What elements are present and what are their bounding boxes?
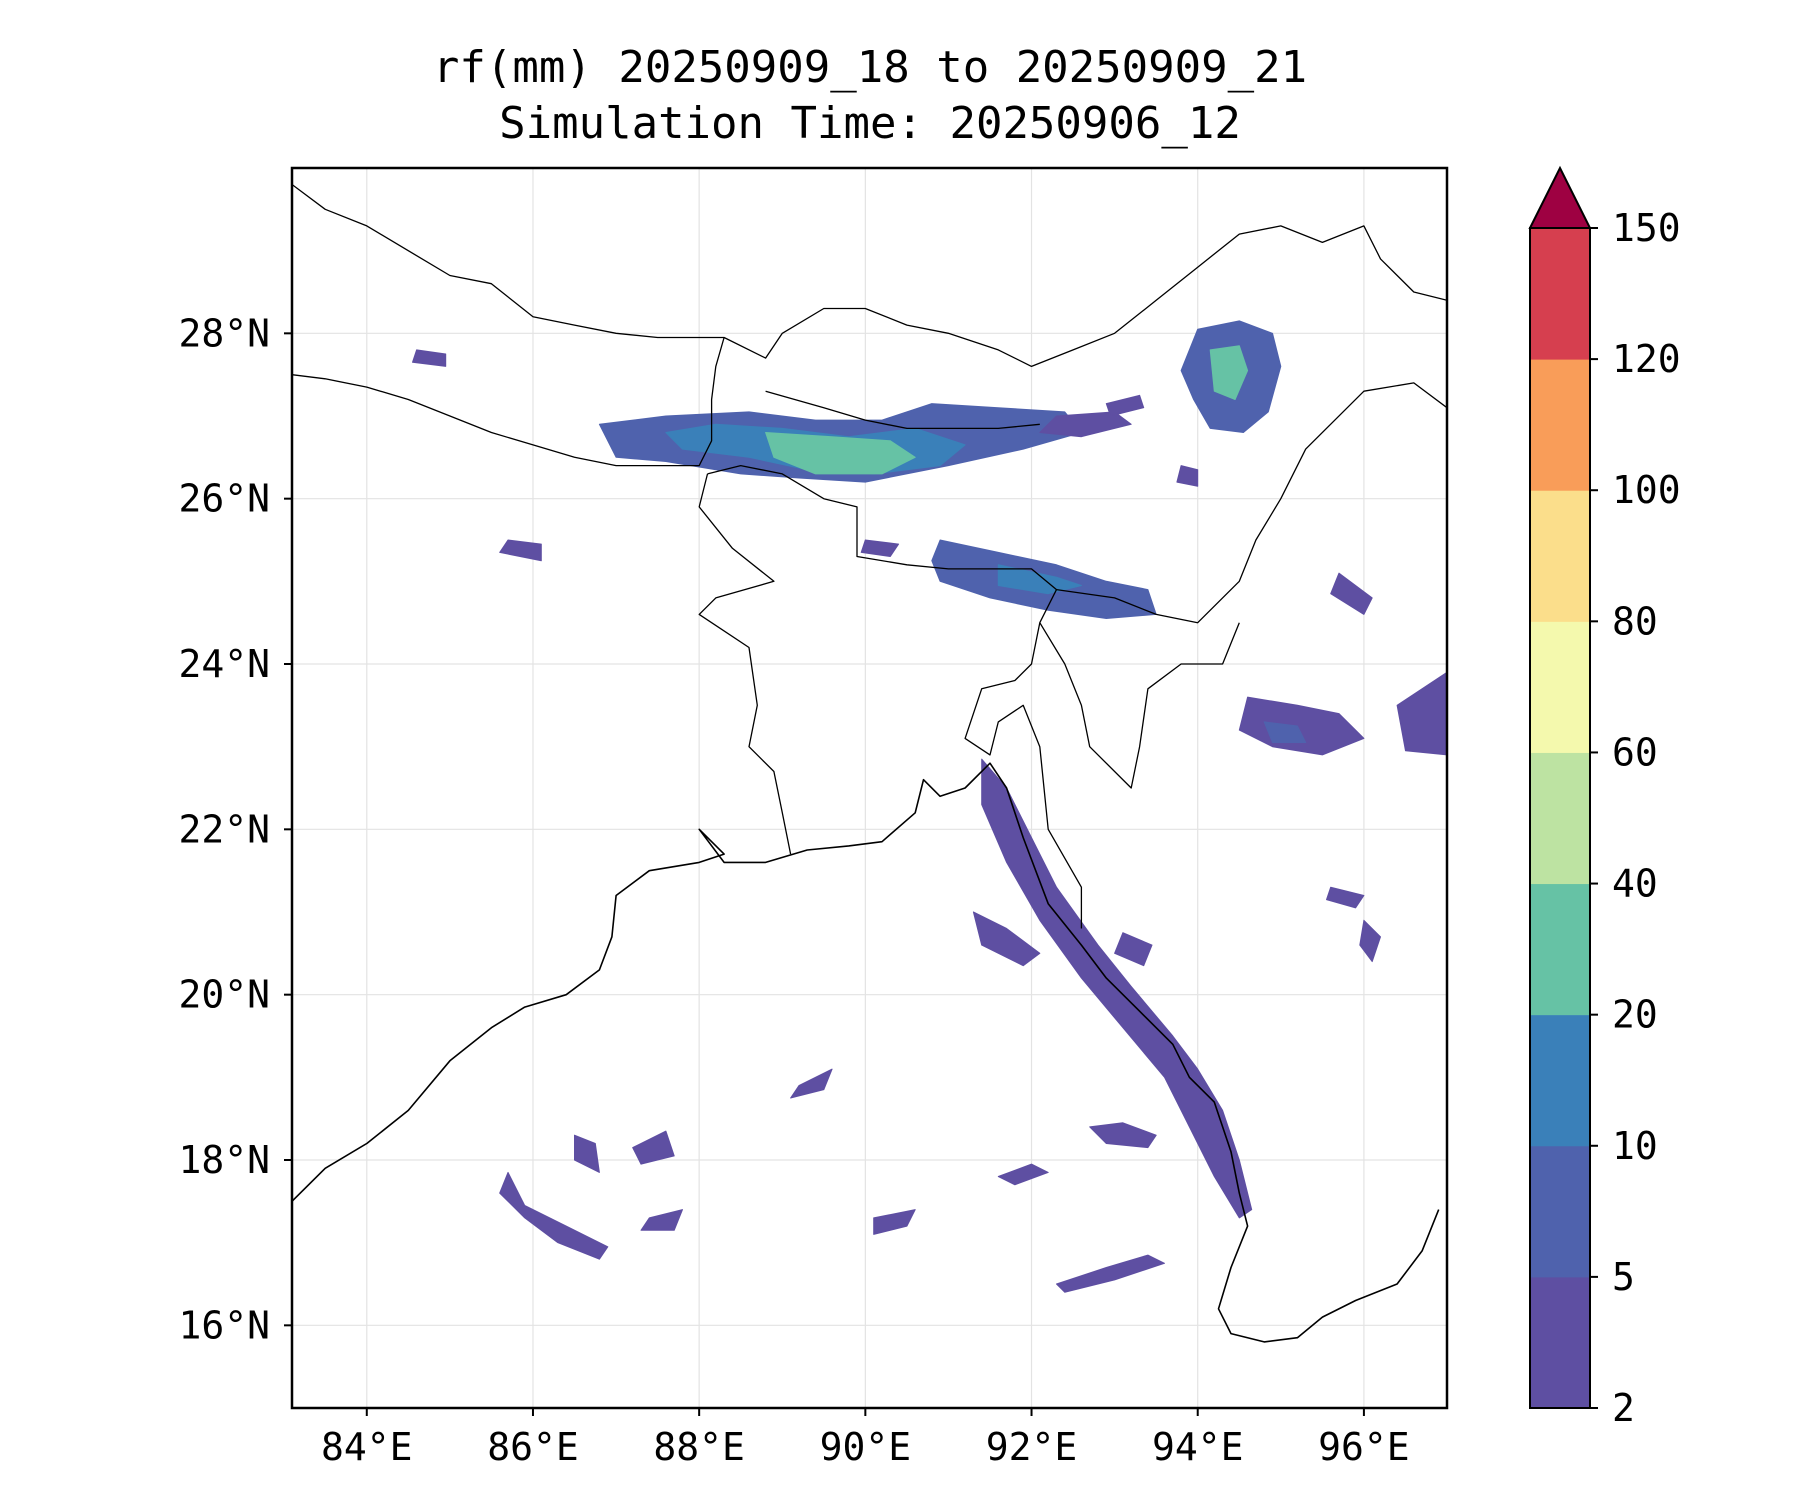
lon-tick-label-6: 96°E bbox=[1318, 1425, 1410, 1469]
rain-area-22 bbox=[412, 349, 447, 367]
country-border-2 bbox=[292, 337, 725, 467]
rain-area-28 bbox=[1326, 886, 1365, 909]
lat-tick-label-3: 22°N bbox=[178, 807, 270, 851]
rain-area-27 bbox=[1359, 919, 1381, 963]
colorbar-segment-7 bbox=[1530, 359, 1590, 491]
lat-tick-label-1: 18°N bbox=[178, 1138, 270, 1182]
country-border-6 bbox=[1056, 382, 1447, 624]
gridlines bbox=[292, 168, 1447, 1408]
rain-area-24 bbox=[1176, 465, 1199, 487]
colorbar-label-8: 120 bbox=[1612, 337, 1681, 381]
colorbar-segment-1 bbox=[1530, 1145, 1590, 1278]
colorbar-label-0: 2 bbox=[1612, 1386, 1635, 1430]
lon-tick-label-3: 90°E bbox=[820, 1425, 912, 1469]
country-border-3 bbox=[765, 390, 1040, 430]
lat-tick-label-2: 20°N bbox=[178, 973, 270, 1017]
rain-area-15 bbox=[997, 1163, 1049, 1186]
colorbar-frame bbox=[1529, 227, 1591, 1409]
rain-area-2 bbox=[765, 432, 916, 475]
colorbar-label-2: 10 bbox=[1612, 1124, 1658, 1168]
lat-tick-label-6: 28°N bbox=[178, 311, 270, 355]
rain-area-4 bbox=[997, 564, 1082, 595]
rain-area-12 bbox=[972, 911, 1041, 967]
colorbar-label-6: 80 bbox=[1612, 599, 1658, 643]
colorbar-segment-4 bbox=[1530, 752, 1590, 885]
rain-area-7 bbox=[1039, 411, 1132, 438]
lon-tick-label-5: 94°E bbox=[1152, 1425, 1244, 1469]
longitude-axis: 84°E 86°E 88°E 90°E 92°E 94°E 96°E bbox=[321, 1408, 1410, 1469]
coastlines-and-borders bbox=[292, 183, 1447, 1343]
colorbar: 2 5 10 20 40 60 80 100 120 150 bbox=[1528, 165, 1681, 1430]
rain-area-21 bbox=[499, 539, 542, 562]
colorbar-label-1: 5 bbox=[1612, 1255, 1635, 1299]
rain-area-26 bbox=[1330, 572, 1373, 615]
lon-tick-label-0: 84°E bbox=[321, 1425, 413, 1469]
rain-area-29 bbox=[873, 1209, 916, 1235]
rain-area-9 bbox=[1263, 721, 1307, 743]
colorbar-segment-0 bbox=[1530, 1276, 1590, 1409]
rain-area-13 bbox=[1114, 932, 1153, 967]
rain-area-25 bbox=[860, 539, 900, 557]
rain-area-16 bbox=[1056, 1254, 1165, 1293]
rain-area-23 bbox=[1105, 394, 1145, 417]
rain-area-17 bbox=[499, 1171, 609, 1260]
colorbar-segment-2 bbox=[1530, 1014, 1590, 1147]
colorbar-extend-arrow bbox=[1528, 165, 1592, 229]
colorbar-label-3: 20 bbox=[1612, 993, 1658, 1037]
lat-tick-label-5: 26°N bbox=[178, 477, 270, 521]
colorbar-label-5: 60 bbox=[1612, 730, 1658, 774]
rain-area-6 bbox=[1209, 345, 1249, 400]
colorbar-segment-6 bbox=[1530, 490, 1590, 622]
country-border-1 bbox=[292, 183, 1447, 368]
rain-area-20 bbox=[632, 1130, 675, 1165]
colorbar-segment-8 bbox=[1530, 228, 1590, 360]
map-frame bbox=[290, 166, 1449, 1410]
colorbar-segment-3 bbox=[1530, 883, 1590, 1016]
rain-area-30 bbox=[790, 1068, 833, 1099]
rain-area-19 bbox=[640, 1209, 683, 1231]
lat-tick-label-4: 24°N bbox=[178, 642, 270, 686]
rain-area-10 bbox=[1396, 671, 1447, 756]
latitude-axis: 16°N 18°N 20°N 22°N 24°N 26°N 28°N bbox=[178, 311, 292, 1347]
country-border-7 bbox=[1039, 622, 1240, 789]
lat-tick-label-0: 16°N bbox=[178, 1303, 270, 1347]
colorbar-label-7: 100 bbox=[1612, 468, 1681, 512]
lon-tick-label-2: 88°E bbox=[653, 1425, 745, 1469]
map-panel: 84°E 86°E 88°E 90°E 92°E 94°E 96°E 16°N 18°N 20°… bbox=[178, 166, 1449, 1469]
coastline-0 bbox=[292, 762, 1440, 1343]
colorbar-label-9: 150 bbox=[1612, 206, 1681, 250]
map-title-line1: rf(mm) 20250909_18 to 20250909_21 bbox=[433, 42, 1307, 93]
colorbar-label-4: 40 bbox=[1612, 862, 1658, 906]
country-border-5 bbox=[698, 473, 792, 855]
rain-area-8 bbox=[1238, 696, 1365, 756]
rain-area-18 bbox=[574, 1134, 600, 1173]
colorbar-segment-5 bbox=[1530, 621, 1590, 753]
map-title-line2: Simulation Time: 20250906_12 bbox=[499, 98, 1241, 149]
rain-area-14 bbox=[1089, 1122, 1157, 1149]
lon-tick-label-4: 92°E bbox=[986, 1425, 1078, 1469]
lon-tick-label-1: 86°E bbox=[487, 1425, 579, 1469]
